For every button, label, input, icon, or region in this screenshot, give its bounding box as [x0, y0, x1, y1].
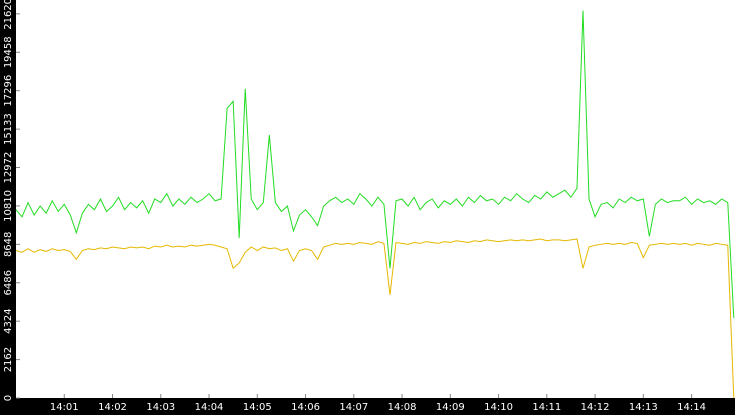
x-tick-label: 14:05 [243, 402, 272, 413]
x-tick-label: 14:09 [436, 402, 465, 413]
x-tick-label: 14:07 [339, 402, 368, 413]
y-tick-label: 6486 [3, 270, 14, 295]
plot-area [16, 0, 735, 398]
series-line [15, 10, 735, 319]
x-tick-label: 14:08 [388, 402, 417, 413]
y-tick-label: 17296 [3, 75, 14, 107]
y-tick-label: 2162 [3, 347, 14, 372]
y-tick-label: 19458 [3, 36, 14, 68]
x-tick-label: 14:11 [532, 402, 561, 413]
x-tick-label: 14:10 [484, 402, 513, 413]
y-tick-label: 0 [3, 395, 14, 401]
y-tick-label: 10810 [3, 190, 14, 222]
y-tick-label: 8648 [3, 232, 14, 257]
x-tick-label: 14:12 [581, 402, 610, 413]
y-tick-label: 15133 [3, 113, 14, 145]
x-tick-label: 14:13 [629, 402, 658, 413]
x-tick-label: 14:04 [195, 402, 224, 413]
y-tick-label: 4324 [3, 308, 14, 333]
series-line [15, 238, 735, 399]
x-tick-label: 14:06 [291, 402, 320, 413]
x-tick-label: 14:01 [50, 402, 79, 413]
x-tick-label: 14:14 [677, 402, 706, 413]
x-tick-label: 14:03 [146, 402, 175, 413]
y-tick-label: 21620 [3, 0, 14, 30]
x-tick-label: 14:02 [98, 402, 127, 413]
y-tick-label: 12972 [3, 152, 14, 184]
